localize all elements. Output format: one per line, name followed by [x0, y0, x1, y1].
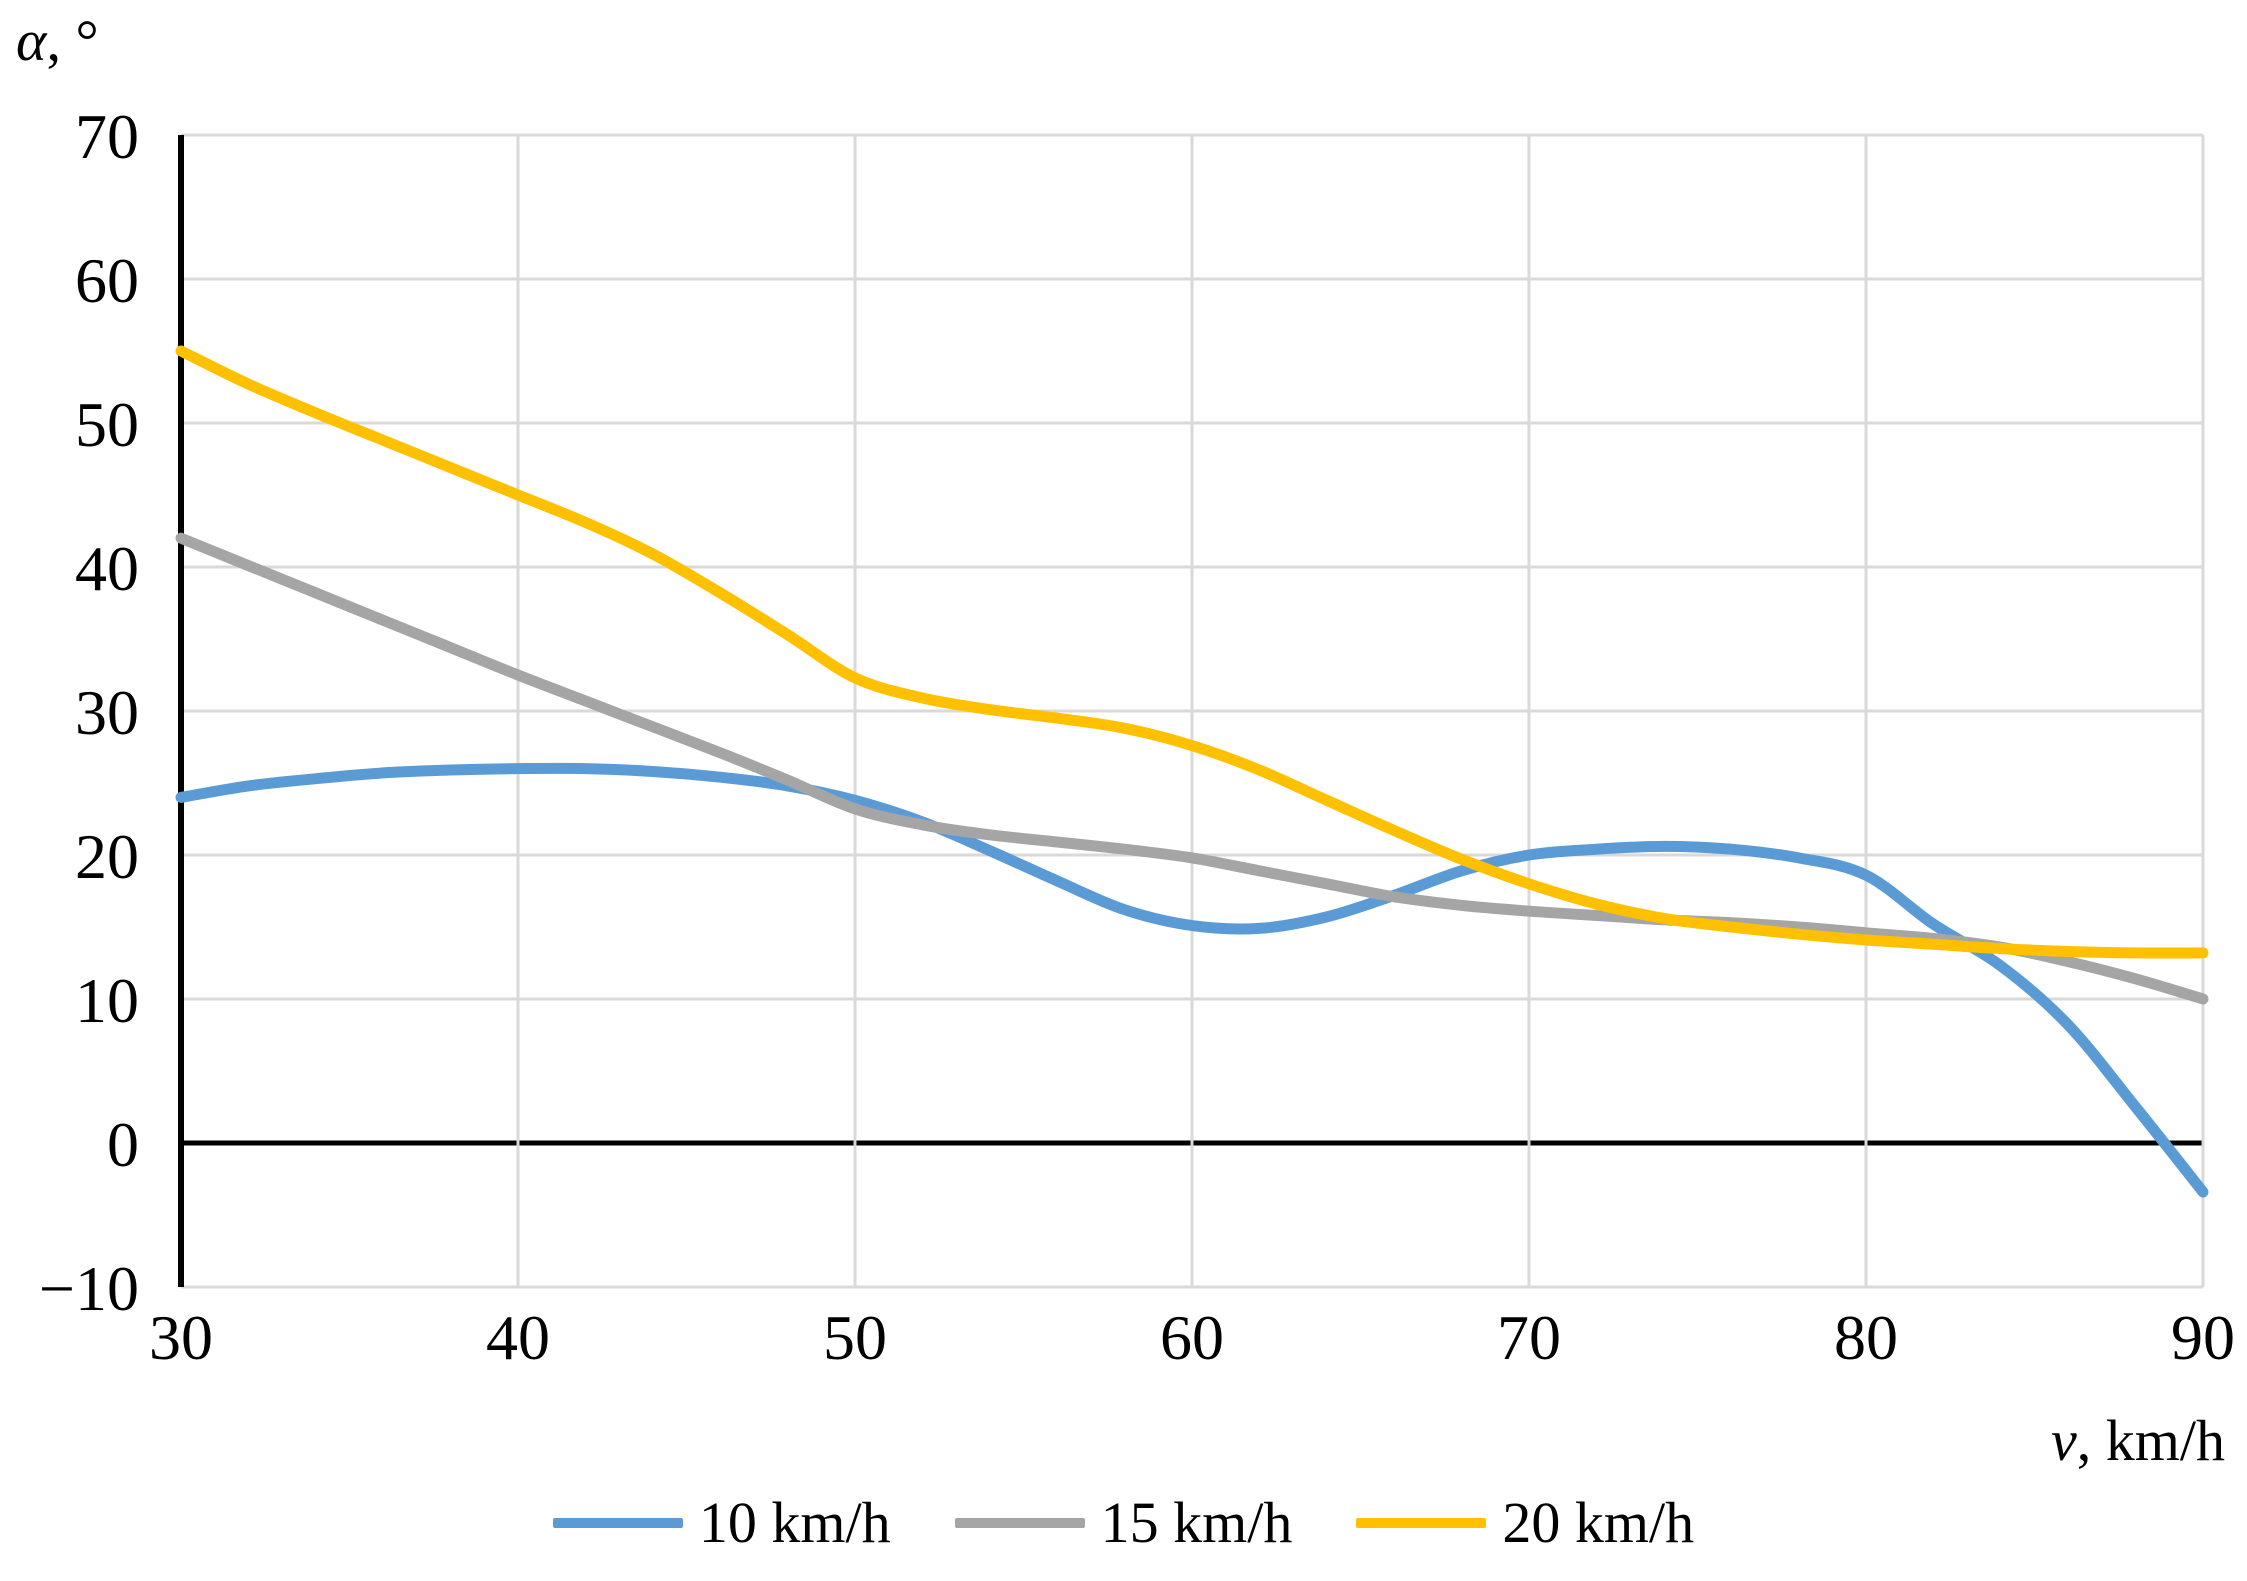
y-axis-symbol: α [16, 8, 47, 73]
legend-line-sample-gray [954, 1518, 1085, 1528]
x-tick-label: 40 [486, 1302, 550, 1373]
x-axis-title: v, km/h [2051, 1412, 2225, 1470]
y-tick-label: 70 [75, 101, 139, 172]
chart-legend: 10 km/h 15 km/h 20 km/h [0, 1494, 2247, 1552]
x-axis-symbol: v [2051, 1408, 2077, 1473]
legend-label: 20 km/h [1502, 1490, 1695, 1555]
legend-item-15kmh: 15 km/h [954, 1490, 1293, 1555]
y-tick-label: 50 [75, 389, 139, 460]
legend-item-10kmh: 10 km/h [552, 1490, 891, 1555]
x-tick-label: 90 [2171, 1302, 2235, 1373]
curve-15-km-h [175, 532, 2209, 1005]
y-tick-label: −10 [39, 1253, 139, 1324]
y-tick-label: 40 [75, 533, 139, 604]
y-tick-label: 60 [75, 245, 139, 316]
curve-20-km-h [175, 345, 2209, 959]
legend-item-20kmh: 20 km/h [1356, 1494, 1694, 1552]
x-tick-label: 50 [823, 1302, 887, 1373]
y-axis-title: α, ° [16, 12, 99, 70]
y-tick-label: 10 [75, 965, 139, 1036]
curve-10-km-h [175, 762, 2209, 1198]
y-tick-label: 0 [107, 1109, 139, 1180]
legend-line-sample-blue [552, 1518, 683, 1528]
legend-line-sample-yellow [1356, 1518, 1487, 1528]
x-tick-label: 60 [1160, 1302, 1224, 1373]
x-tick-label: 30 [149, 1302, 213, 1373]
x-tick-label: 70 [1497, 1302, 1561, 1373]
y-tick-label: 20 [75, 821, 139, 892]
legend-label: 15 km/h [1100, 1490, 1293, 1555]
x-tick-label: 80 [1834, 1302, 1898, 1373]
x-axis-unit: , km/h [2076, 1408, 2225, 1473]
legend-label: 10 km/h [698, 1490, 891, 1555]
y-axis-unit: , ° [46, 8, 99, 73]
y-tick-label: 30 [75, 677, 139, 748]
